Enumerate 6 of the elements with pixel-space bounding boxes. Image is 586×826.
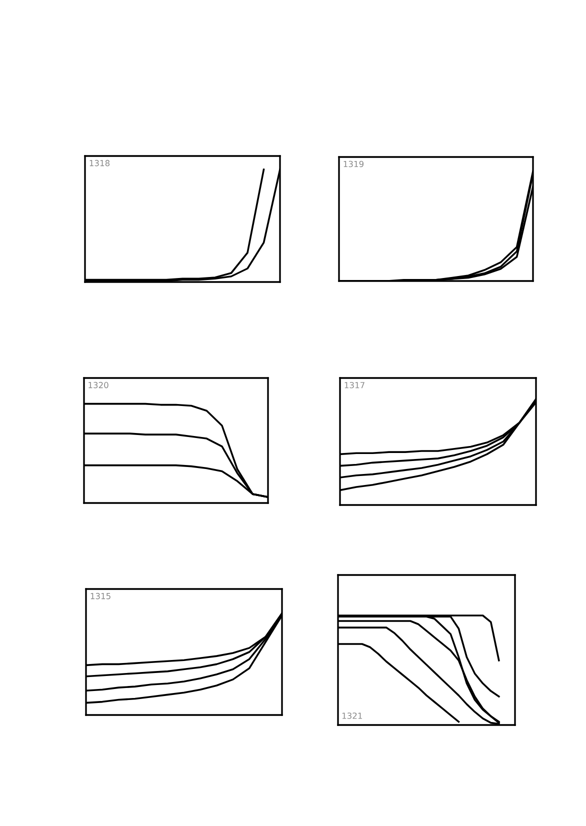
text: 1318 bbox=[90, 160, 110, 166]
text: 1320 bbox=[88, 382, 108, 388]
text: 1317 bbox=[344, 382, 364, 388]
text: 1315 bbox=[90, 592, 110, 600]
text: 1319 bbox=[344, 160, 364, 168]
annotation: 1321 bbox=[342, 712, 362, 719]
